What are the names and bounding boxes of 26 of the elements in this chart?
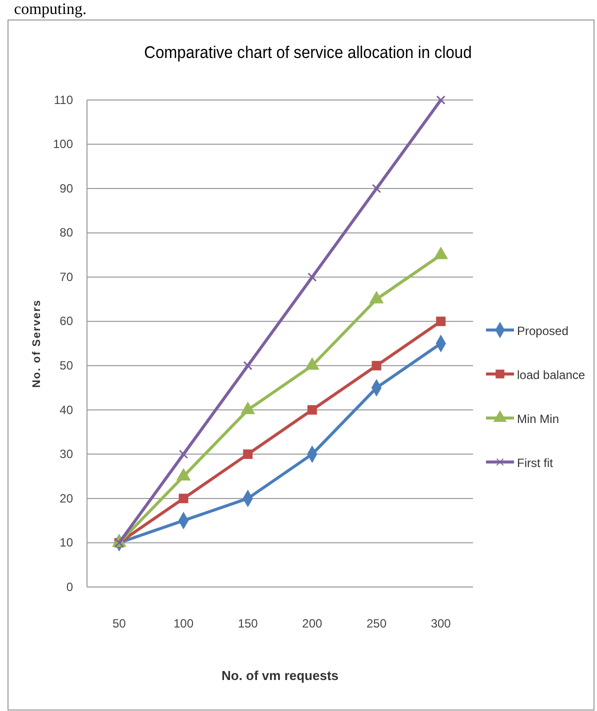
x-tick-label: 300 — [430, 616, 452, 631]
legend-label: load balance — [517, 368, 586, 382]
text: computing. — [14, 1, 86, 18]
y-tick-label: 110 — [54, 92, 74, 107]
y-axis-title: No. of Servers — [31, 299, 43, 388]
y-tick-label: 70 — [60, 270, 74, 284]
x-tick-label: 250 — [366, 616, 387, 631]
legend-label: First fit — [517, 456, 554, 470]
y-tick-label: 100 — [52, 137, 74, 152]
y-tick-label: 10 — [60, 536, 74, 550]
y-tick-label: 80 — [60, 226, 74, 240]
x-tick-label: 150 — [238, 616, 258, 631]
y-tick-label: 60 — [60, 314, 74, 328]
y-tick-label: 40 — [60, 402, 74, 417]
y-tick-label: 20 — [60, 491, 74, 506]
chart-title: Comparative chart of service allocation in cloud — [144, 43, 472, 62]
y-tick-label: 0 — [66, 580, 74, 594]
legend-label: Min Min — [517, 412, 560, 426]
y-tick-label: 50 — [60, 358, 74, 372]
x-axis-title: No. of vm requests — [221, 668, 339, 683]
y-tick-label: 30 — [60, 447, 74, 462]
legend-label: Proposed — [517, 324, 568, 338]
x-tick-label: 200 — [302, 616, 322, 631]
x-tick-label: 50 — [112, 616, 126, 631]
y-tick-label: 90 — [60, 181, 74, 196]
x-tick-label: 100 — [173, 616, 194, 631]
